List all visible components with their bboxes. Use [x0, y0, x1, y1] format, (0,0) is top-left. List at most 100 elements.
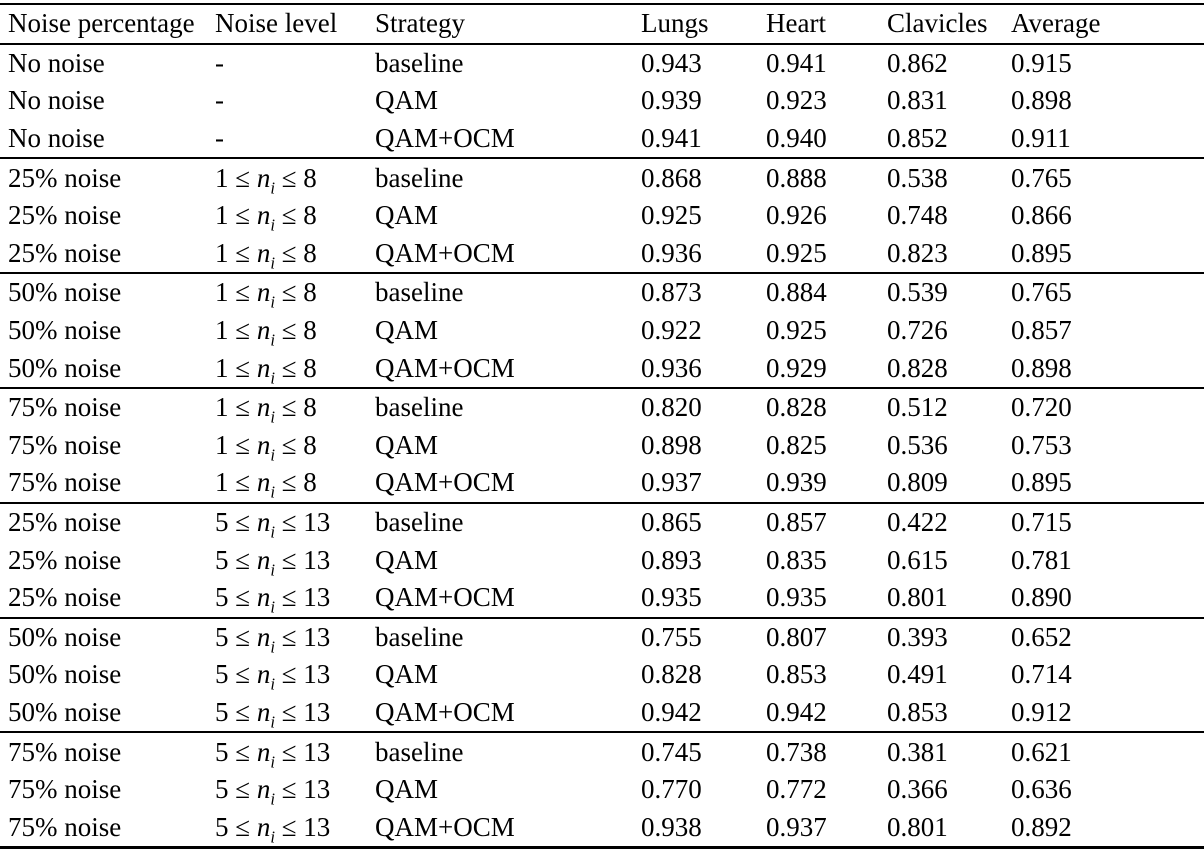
- cell-noise-level: 1 ≤ ni ≤ 8: [215, 162, 317, 197]
- cell-noise-level: 1 ≤ ni ≤ 8: [215, 392, 317, 427]
- cell-average: 0.895: [1011, 237, 1072, 268]
- cell-clavicles: 0.539: [887, 277, 948, 308]
- cell-noise-level: 5 ≤ ni ≤ 13: [215, 696, 331, 732]
- cell-average: 0.911: [1011, 123, 1071, 154]
- cell-clavicles: 0.726: [887, 315, 948, 346]
- cell-clavicles: 0.801: [887, 582, 948, 613]
- cell-noise-level: -: [215, 123, 224, 154]
- cell-lungs: 0.935: [641, 582, 702, 613]
- cell-noise-level: 5 ≤ ni ≤ 13: [215, 621, 331, 657]
- cell-noise-level: 5 ≤ ni ≤ 13: [215, 736, 331, 771]
- cell-heart: 0.853: [766, 659, 827, 690]
- row-group-75-noise-high: 75% noise 5 ≤ ni ≤ 13 baseline 0.745 0.738 0.…: [0, 732, 1204, 847]
- cell-clavicles: 0.823: [887, 237, 948, 268]
- cell-heart: 0.939: [766, 467, 827, 498]
- cell-strategy: QAM+OCM: [375, 467, 515, 498]
- table-row: 25% noise 1 ≤ ni ≤ 8 baseline 0.868 0.888 0.5…: [0, 158, 1204, 197]
- cell-heart: 0.926: [766, 200, 827, 231]
- column-header-average: Average: [1011, 8, 1101, 39]
- cell-clavicles: 0.366: [887, 774, 948, 805]
- cell-heart: 0.828: [766, 392, 827, 423]
- cell-lungs: 0.828: [641, 659, 702, 690]
- cell-clavicles: 0.809: [887, 467, 948, 498]
- cell-noise-percentage: No noise: [8, 47, 105, 78]
- cell-noise-percentage: 50% noise: [8, 696, 122, 727]
- column-header-noise-percentage: Noise percentage: [8, 8, 195, 39]
- table-row: No noise - baseline 0.943 0.941 0.862 0.915: [0, 44, 1204, 83]
- table-row: 25% noise 5 ≤ ni ≤ 13 QAM+OCM 0.935 0.935 0.8…: [0, 579, 1204, 618]
- cell-clavicles: 0.828: [887, 352, 948, 383]
- cell-lungs: 0.941: [641, 123, 702, 154]
- row-group-no-noise: No noise - baseline 0.943 0.941 0.862 0.915 No …: [0, 44, 1204, 159]
- cell-average: 0.714: [1011, 659, 1072, 690]
- cell-strategy: QAM+OCM: [375, 352, 515, 383]
- cell-clavicles: 0.852: [887, 123, 948, 154]
- results-table: Noise percentage Noise level Strategy Lungs…: [0, 3, 1204, 850]
- cell-strategy: baseline: [375, 277, 464, 308]
- cell-lungs: 0.865: [641, 507, 702, 538]
- cell-noise-percentage: 25% noise: [8, 507, 122, 538]
- cell-noise-percentage: 25% noise: [8, 237, 122, 268]
- cell-heart: 0.941: [766, 47, 827, 78]
- table-row: 50% noise 5 ≤ ni ≤ 13 baseline 0.755 0.807 0.…: [0, 618, 1204, 657]
- cell-noise-percentage: No noise: [8, 123, 105, 154]
- cell-noise-percentage: 75% noise: [8, 774, 122, 805]
- cell-noise-percentage: 50% noise: [8, 277, 122, 308]
- cell-strategy: baseline: [375, 507, 464, 538]
- cell-noise-percentage: 25% noise: [8, 200, 122, 231]
- cell-strategy: baseline: [375, 47, 464, 78]
- cell-average: 0.636: [1011, 774, 1072, 805]
- cell-average: 0.898: [1011, 352, 1072, 383]
- cell-noise-level: 5 ≤ ni ≤ 13: [215, 544, 331, 579]
- row-group-25-noise-high: 25% noise 5 ≤ ni ≤ 13 baseline 0.865 0.857 0.…: [0, 502, 1204, 618]
- cell-noise-percentage: 25% noise: [8, 162, 122, 193]
- cell-lungs: 0.922: [641, 315, 702, 346]
- cell-strategy: baseline: [375, 162, 464, 193]
- column-header-noise-level: Noise level: [215, 8, 338, 39]
- cell-heart: 0.835: [766, 544, 827, 575]
- cell-heart: 0.935: [766, 582, 827, 613]
- cell-heart: 0.888: [766, 162, 827, 193]
- cell-average: 0.912: [1011, 696, 1072, 727]
- cell-strategy: QAM+OCM: [375, 123, 515, 154]
- column-header-heart: Heart: [766, 8, 826, 39]
- row-group-50-noise-low: 50% noise 1 ≤ ni ≤ 8 baseline 0.873 0.884 0.5…: [0, 273, 1204, 388]
- cell-heart: 0.925: [766, 237, 827, 268]
- cell-clavicles: 0.393: [887, 621, 948, 652]
- cell-noise-level: 5 ≤ ni ≤ 13: [215, 811, 331, 847]
- cell-clavicles: 0.491: [887, 659, 948, 690]
- cell-lungs: 0.898: [641, 429, 702, 460]
- cell-lungs: 0.936: [641, 352, 702, 383]
- cell-heart: 0.825: [766, 429, 827, 460]
- row-group-75-noise-low: 75% noise 1 ≤ ni ≤ 8 baseline 0.820 0.828 0.5…: [0, 387, 1204, 503]
- cell-strategy: QAM: [375, 544, 439, 575]
- cell-heart: 0.772: [766, 774, 827, 805]
- cell-average: 0.866: [1011, 200, 1072, 231]
- cell-noise-percentage: 25% noise: [8, 582, 122, 613]
- cell-average: 0.898: [1011, 85, 1072, 116]
- cell-lungs: 0.937: [641, 467, 702, 498]
- cell-average: 0.715: [1011, 507, 1072, 538]
- cell-noise-percentage: 50% noise: [8, 621, 122, 652]
- cell-lungs: 0.943: [641, 47, 702, 78]
- table-row: 75% noise 1 ≤ ni ≤ 8 baseline 0.820 0.828 0.5…: [0, 388, 1204, 427]
- table-row: 75% noise 1 ≤ ni ≤ 8 QAM+OCM 0.937 0.939 0.80…: [0, 464, 1204, 503]
- row-group-50-noise-high: 50% noise 5 ≤ ni ≤ 13 baseline 0.755 0.807 0.…: [0, 617, 1204, 733]
- cell-noise-percentage: 75% noise: [8, 736, 122, 767]
- cell-noise-percentage: 75% noise: [8, 467, 122, 498]
- cell-average: 0.890: [1011, 582, 1072, 613]
- cell-strategy: baseline: [375, 392, 464, 423]
- cell-strategy: QAM: [375, 429, 439, 460]
- cell-lungs: 0.770: [641, 774, 702, 805]
- cell-average: 0.915: [1011, 47, 1072, 78]
- table-row: 75% noise 1 ≤ ni ≤ 8 QAM 0.898 0.825 0.536 0.7…: [0, 427, 1204, 465]
- cell-clavicles: 0.748: [887, 200, 948, 231]
- cell-strategy: QAM+OCM: [375, 582, 515, 613]
- cell-lungs: 0.873: [641, 277, 702, 308]
- cell-clavicles: 0.512: [887, 392, 948, 423]
- cell-lungs: 0.925: [641, 200, 702, 231]
- table-row: 75% noise 5 ≤ ni ≤ 13 QAM+OCM 0.938 0.937 0.8…: [0, 808, 1204, 847]
- cell-noise-percentage: 50% noise: [8, 659, 122, 690]
- cell-noise-level: 1 ≤ ni ≤ 8: [215, 237, 317, 273]
- cell-heart: 0.884: [766, 277, 827, 308]
